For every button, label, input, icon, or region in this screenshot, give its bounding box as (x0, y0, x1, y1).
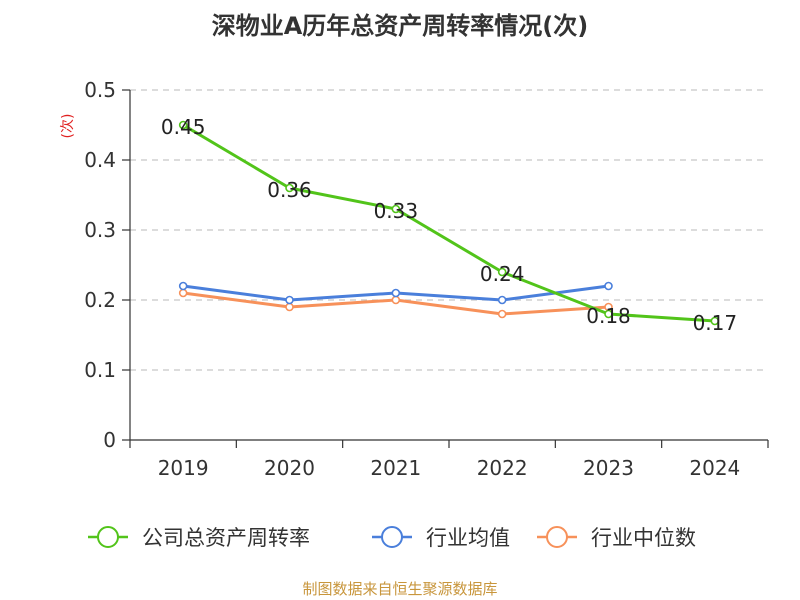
x-tick-label: 2023 (583, 456, 634, 480)
data-point (178, 288, 188, 298)
x-tick-label: 2019 (158, 456, 209, 480)
data-label: 0.33 (374, 199, 419, 223)
y-tick-label: 0 (103, 428, 116, 452)
data-point (391, 295, 401, 305)
legend: 公司总资产周转率 行业均值 行业中位数 (88, 526, 696, 550)
legend-label: 公司总资产周转率 (142, 526, 310, 550)
legend-marker (381, 526, 403, 548)
x-tick-label: 2022 (477, 456, 528, 480)
legend-marker (97, 526, 119, 548)
y-tick-labels: 0 0.1 0.2 0.3 0.4 0.5 (84, 78, 116, 452)
data-label: 0.17 (693, 311, 738, 335)
x-tick-label: 2021 (370, 456, 421, 480)
data-point (604, 309, 613, 319)
data-point (497, 309, 507, 319)
chart-title: 深物业A历年总资产周转率情况(次) (211, 12, 589, 40)
legend-marker (546, 526, 568, 548)
data-point (497, 295, 507, 305)
data-label: 0.24 (480, 262, 525, 286)
data-point (178, 120, 188, 130)
data-point (391, 288, 401, 298)
y-tick-label: 0.5 (84, 78, 116, 102)
data-point (285, 295, 294, 305)
data-point (710, 316, 720, 326)
y-tick-label: 0.2 (84, 288, 116, 312)
x-tick-label: 2024 (689, 456, 740, 480)
data-point (497, 267, 507, 277)
x-tick-labels: 2019 2020 2021 2022 2023 2024 (158, 456, 741, 480)
legend-label: 行业均值 (426, 526, 510, 550)
data-label: 0.18 (586, 304, 631, 328)
data-point (285, 183, 294, 193)
y-tick-label: 0.4 (84, 148, 116, 172)
y-tick-label: 0.1 (84, 358, 116, 382)
data-point (285, 302, 294, 312)
y-tick-label: 0.3 (84, 218, 116, 242)
x-tick-label: 2020 (264, 456, 315, 480)
data-labels: 0.45 0.36 0.33 0.24 0.18 0.17 (161, 115, 737, 335)
data-point (178, 281, 188, 291)
data-point (604, 281, 613, 291)
data-label: 0.45 (161, 115, 206, 139)
grid-lines (130, 89, 768, 371)
series-lines (178, 120, 720, 326)
series-line (182, 123, 715, 323)
legend-label: 行业中位数 (591, 526, 696, 550)
data-point (391, 204, 401, 214)
axes (122, 89, 769, 448)
data-label: 0.36 (267, 178, 312, 202)
source-note: 制图数据来自恒生聚源数据库 (302, 580, 498, 598)
y-axis-unit-label: (次) (60, 114, 76, 139)
